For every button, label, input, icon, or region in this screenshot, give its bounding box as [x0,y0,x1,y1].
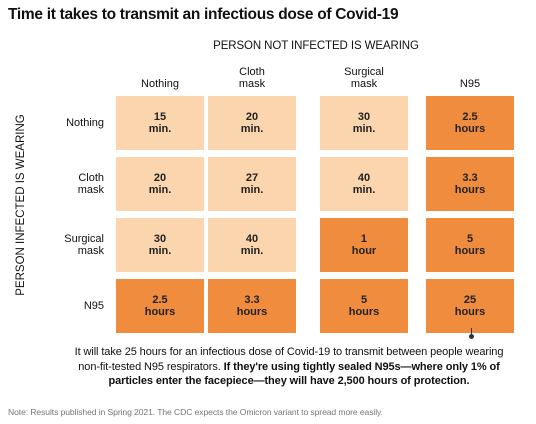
cell-value: 40 min. [352,171,376,197]
table-cell-r1-c0: 20 min. [116,157,204,211]
row-header-label: Surgical mask [64,233,104,257]
cell-value: 30 min. [352,110,376,136]
cell-value: 3.3 hours [454,171,486,197]
table-cell-r2-c0: 30 min. [116,218,204,272]
callout-line-2-bold: If they're using tightly sealed N95s—whe… [223,360,500,373]
table-cell-r0-c0: 15 min. [116,96,204,150]
cell-value: 5 hours [454,232,486,258]
column-header-label: Surgical mask [344,66,384,90]
table-cell-r2-c3: 5 hours [426,218,514,272]
cell-value: 30 min. [148,232,172,258]
column-header-2: Surgical mask [321,64,407,90]
table-cell-r2-c1: 40 min. [208,218,296,272]
row-header-label: Nothing [66,117,104,129]
table-cell-r3-c2: 5 hours [320,279,408,333]
table-cell-r3-c3: 25 hours [426,279,514,333]
cell-value: 20 min. [240,110,264,136]
cell-value: 2.5 hours [454,110,486,136]
table-cell-r0-c2: 30 min. [320,96,408,150]
table-cell-r0-c1: 20 min. [208,96,296,150]
table-cell-r1-c1: 27 min. [208,157,296,211]
callout-line-2-plain: non-fit-tested N95 respirators. [78,360,224,373]
row-header-1: Cloth mask [46,170,104,198]
table-cell-r3-c0: 2.5 hours [116,279,204,333]
callout-connector-dot [469,334,474,339]
column-header-label: N95 [459,78,481,90]
column-header-0: Nothing [117,64,203,90]
column-header-label: Nothing [141,78,179,90]
cell-value: 5 hours [348,293,380,319]
callout-line-3-bold: particles enter the facepiece—they will … [108,375,470,387]
row-header-label: Cloth mask [77,172,104,196]
callout-line-3: particles enter the facepiece—they will … [44,374,534,389]
column-group-label: PERSON NOT INFECTED IS WEARING [213,40,419,52]
chart-title: Time it takes to transmit an infectious … [8,6,399,23]
cell-value: 2.5 hours [144,293,176,319]
row-header-3: N95 [46,292,104,320]
cell-value: 40 min. [240,232,264,258]
column-header-label: Cloth mask [238,66,266,90]
footnote: Note: Results published in Spring 2021. … [8,407,383,417]
cell-value: 27 min. [240,171,264,197]
cell-value: 1 hour [351,232,377,258]
row-header-label: N95 [83,300,104,312]
callout-line-2: non-fit-tested N95 respirators. If they'… [44,360,534,375]
table-cell-r0-c3: 2.5 hours [426,96,514,150]
callout-connector [471,328,472,338]
table-cell-r3-c1: 3.3 hours [208,279,296,333]
row-group-label: PERSON INFECTED IS WEARING [15,114,27,296]
cell-value: 20 min. [148,171,172,197]
table-cell-r1-c2: 40 min. [320,157,408,211]
cell-value: 15 min. [148,110,172,136]
cell-value: 3.3 hours [236,293,268,319]
column-header-1: Cloth mask [209,64,295,90]
column-header-3: N95 [427,64,513,90]
row-header-0: Nothing [46,109,104,137]
table-cell-r2-c2: 1 hour [320,218,408,272]
row-header-2: Surgical mask [46,231,104,259]
callout-line-1: It will take 25 hours for an infectious … [74,346,504,358]
table-cell-r1-c3: 3.3 hours [426,157,514,211]
cell-value: 25 hours [454,293,486,319]
callout-text: It will take 25 hours for an infectious … [44,345,534,389]
